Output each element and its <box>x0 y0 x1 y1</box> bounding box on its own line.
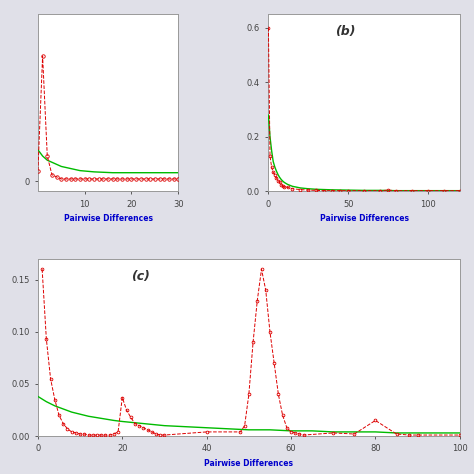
X-axis label: Pairwise Differences: Pairwise Differences <box>204 459 293 468</box>
Text: (c): (c) <box>131 270 150 283</box>
X-axis label: Pairwise Differences: Pairwise Differences <box>64 214 153 223</box>
Text: (b): (b) <box>336 26 356 38</box>
X-axis label: Pairwise Differences: Pairwise Differences <box>319 214 409 223</box>
Legend: Exp, Obs: Exp, Obs <box>187 58 243 94</box>
